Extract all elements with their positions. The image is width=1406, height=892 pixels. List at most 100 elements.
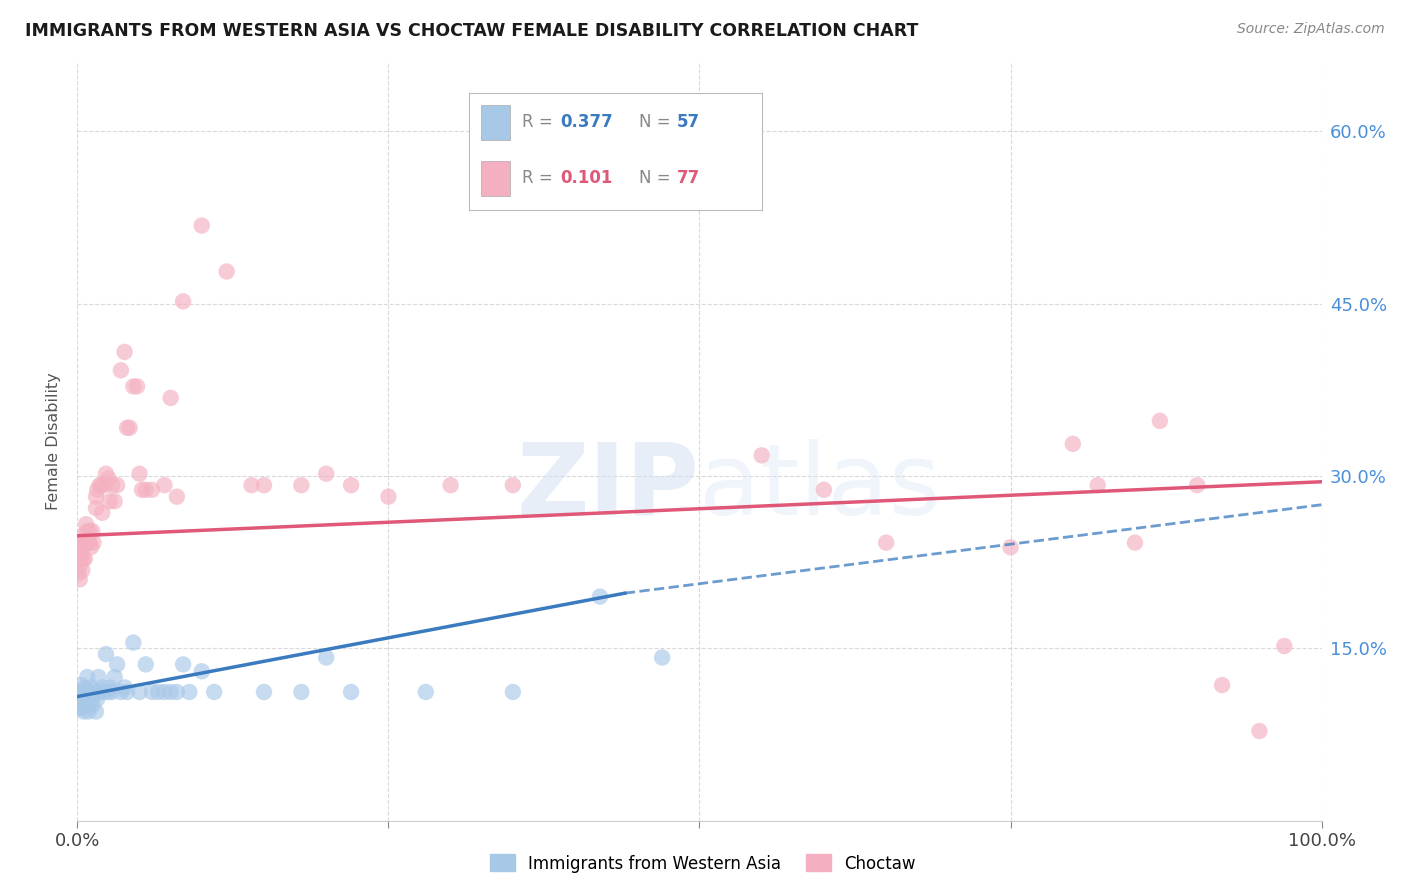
Point [84, 705, 107, 719]
Point [502, 685, 524, 699]
Point [70, 551, 93, 566]
Point [172, 657, 194, 672]
Point [240, 478, 263, 492]
Point [98, 494, 121, 508]
Point [751, 448, 773, 462]
Y-axis label: Female Disability: Female Disability [46, 373, 62, 510]
Point [94, 647, 117, 661]
Point [651, 650, 673, 665]
Point [72, 563, 94, 577]
Point [153, 478, 176, 492]
Point [114, 681, 136, 695]
Point [290, 478, 312, 492]
Point [1087, 478, 1109, 492]
Point [290, 685, 312, 699]
Point [76, 535, 98, 549]
Point [76, 698, 98, 713]
Point [83, 685, 105, 699]
Point [69, 701, 91, 715]
Point [122, 379, 145, 393]
Point [98, 681, 121, 695]
Point [70, 547, 93, 561]
Point [72, 535, 94, 549]
Point [75, 691, 97, 706]
Point [86, 691, 108, 706]
Point [75, 685, 97, 699]
Point [415, 685, 437, 699]
Point [93, 685, 115, 699]
Point [82, 524, 104, 538]
Point [813, 483, 835, 497]
Text: Source: ZipAtlas.com: Source: ZipAtlas.com [1237, 22, 1385, 37]
Point [340, 685, 363, 699]
Point [72, 705, 94, 719]
Point [179, 685, 201, 699]
Point [72, 535, 94, 549]
Point [72, 690, 94, 704]
Point [191, 665, 214, 679]
Point [70, 535, 93, 549]
Point [76, 524, 98, 538]
Point [72, 551, 94, 566]
Point [105, 657, 128, 672]
Point [97, 685, 120, 699]
Point [377, 490, 399, 504]
Point [89, 478, 111, 492]
Point [110, 363, 132, 377]
Point [104, 670, 127, 684]
Point [166, 685, 188, 699]
Point [159, 685, 181, 699]
Point [91, 681, 114, 695]
Point [215, 264, 238, 278]
Point [73, 698, 96, 713]
Point [94, 467, 117, 481]
Point [72, 540, 94, 554]
Point [76, 670, 98, 684]
Point [69, 558, 91, 573]
Point [72, 701, 94, 715]
Point [86, 483, 108, 497]
Point [73, 551, 96, 566]
Point [1185, 478, 1208, 492]
Point [253, 685, 276, 699]
Point [172, 294, 194, 309]
Legend: Immigrants from Western Asia, Choctaw: Immigrants from Western Asia, Choctaw [484, 847, 922, 880]
Point [97, 471, 120, 485]
Point [135, 657, 157, 672]
Point [104, 494, 127, 508]
Point [589, 590, 612, 604]
Point [1123, 535, 1146, 549]
Point [87, 670, 110, 684]
Point [141, 685, 163, 699]
Point [73, 535, 96, 549]
Text: atlas: atlas [700, 439, 941, 535]
Point [83, 535, 105, 549]
Point [73, 681, 96, 696]
Point [1149, 414, 1171, 428]
Point [67, 685, 90, 699]
Point [135, 483, 157, 497]
Point [166, 490, 188, 504]
Text: IMMIGRANTS FROM WESTERN ASIA VS CHOCTAW FEMALE DISABILITY CORRELATION CHART: IMMIGRANTS FROM WESTERN ASIA VS CHOCTAW … [25, 22, 918, 40]
Point [1062, 437, 1084, 451]
Point [202, 685, 225, 699]
Point [84, 490, 107, 504]
Point [114, 345, 136, 359]
Point [128, 467, 150, 481]
Point [75, 517, 97, 532]
Point [1000, 540, 1022, 554]
Point [1211, 678, 1233, 692]
Point [70, 693, 93, 707]
Point [69, 685, 91, 699]
Point [67, 566, 90, 581]
Point [77, 705, 100, 719]
Point [84, 501, 107, 516]
Point [131, 483, 153, 497]
Point [315, 467, 337, 481]
Point [101, 478, 124, 492]
Point [191, 219, 214, 233]
Point [253, 478, 276, 492]
Point [80, 540, 103, 554]
Point [105, 478, 128, 492]
Point [340, 478, 363, 492]
